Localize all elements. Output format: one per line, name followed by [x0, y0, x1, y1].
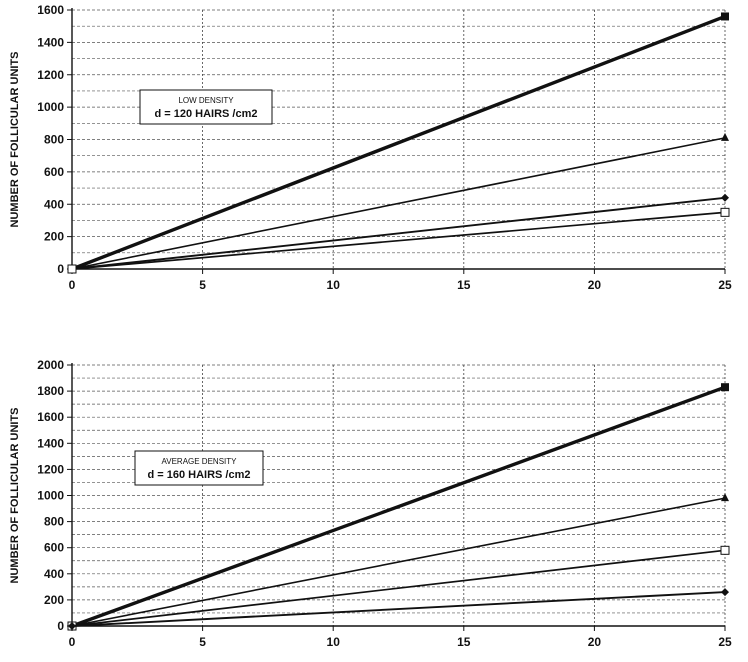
chart-panel-1: 0 200 400 600 800 1000 1200 1400 1600 0 5 10 15 20 25 N… [9, 3, 732, 292]
y-tick-label: 1400 [37, 436, 64, 450]
data-point [721, 588, 729, 597]
data-point [721, 383, 729, 392]
annotation-density-label: AVERAGE DENSITY [162, 457, 238, 466]
data-point [67, 264, 77, 274]
annotation-box [134, 450, 264, 486]
x-tick-label: 20 [588, 635, 602, 649]
y-tick-label: 400 [44, 567, 64, 581]
x-tick-label: 20 [588, 278, 602, 292]
data-point [721, 193, 729, 202]
y-tick-label: 1600 [37, 410, 64, 424]
chart-panel-2: 0 200 400 600 800 1000 1200 1400 1600 1800 2000 0 5 1… [9, 358, 732, 649]
x-tick-label: 10 [327, 635, 341, 649]
data-point [721, 132, 729, 141]
y-tick-label: 1200 [37, 68, 64, 82]
series-line-3 [71, 549, 726, 627]
series-line-1 [71, 385, 726, 628]
x-tick-label: 25 [718, 635, 732, 649]
annotation-box [139, 89, 273, 125]
x-tick-label: 5 [199, 635, 206, 649]
y-tick-label: 600 [44, 541, 64, 555]
y-axis-label: NUMBER OF FOLLICULAR UNITS [9, 408, 21, 584]
series-line-2 [71, 137, 726, 270]
y-tick-label: 1400 [37, 35, 64, 49]
y-tick-label: 800 [44, 133, 64, 147]
y-tick-label: 600 [44, 165, 64, 179]
annotation-density-label: LOW DENSITY [178, 96, 234, 105]
y-tick-label: 400 [44, 197, 64, 211]
annotation-density-value: d = 120 HAIRS /cm2 [154, 108, 257, 120]
x-tick-label: 0 [69, 278, 76, 292]
y-axis-label: NUMBER OF FOLLICULAR UNITS [9, 52, 21, 228]
x-tick-label: 15 [457, 635, 471, 649]
data-point [721, 493, 729, 502]
series-line-4 [71, 211, 726, 270]
x-tick-label: 0 [69, 635, 76, 649]
y-tick-label: 800 [44, 515, 64, 529]
y-tick-label: 1800 [37, 384, 64, 398]
annotation-density-value: d = 160 HAIRS /cm2 [147, 469, 250, 481]
data-point [721, 12, 729, 21]
x-tick-label: 15 [457, 278, 471, 292]
y-tick-label: 0 [57, 262, 64, 276]
series-line-3 [71, 196, 726, 270]
series-line-4 [71, 591, 726, 627]
series-line-2 [71, 497, 726, 627]
data-point [720, 207, 730, 217]
data-point [68, 622, 76, 630]
y-tick-label: 1000 [37, 489, 64, 503]
y-tick-label: 0 [57, 619, 64, 633]
series-line-1 [71, 14, 726, 271]
y-tick-label: 200 [44, 230, 64, 244]
y-tick-label: 1600 [37, 3, 64, 17]
y-tick-label: 200 [44, 593, 64, 607]
x-tick-label: 5 [199, 278, 206, 292]
x-tick-label: 25 [718, 278, 732, 292]
y-tick-label: 2000 [37, 358, 64, 372]
x-tick-label: 10 [327, 278, 341, 292]
data-point [720, 545, 730, 555]
y-tick-label: 1200 [37, 462, 64, 476]
y-tick-label: 1000 [37, 100, 64, 114]
